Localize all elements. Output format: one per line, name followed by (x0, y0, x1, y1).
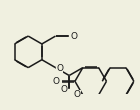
Text: O: O (61, 85, 68, 94)
Text: O: O (71, 32, 78, 41)
Text: O: O (56, 64, 63, 73)
Text: O: O (74, 90, 81, 99)
Text: O: O (53, 77, 60, 86)
